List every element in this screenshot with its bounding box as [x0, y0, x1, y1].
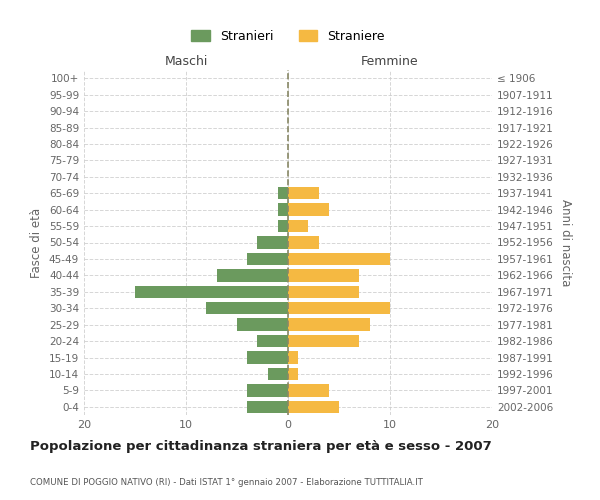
- Bar: [288, 335, 359, 347]
- Bar: [288, 204, 329, 216]
- Text: Maschi: Maschi: [164, 54, 208, 68]
- Bar: [247, 352, 288, 364]
- Bar: [278, 204, 288, 216]
- Bar: [257, 335, 288, 347]
- Bar: [237, 318, 288, 331]
- Bar: [247, 253, 288, 265]
- Bar: [278, 220, 288, 232]
- Bar: [288, 302, 390, 314]
- Bar: [288, 236, 319, 248]
- Bar: [257, 236, 288, 248]
- Bar: [288, 368, 298, 380]
- Bar: [288, 187, 319, 200]
- Bar: [288, 269, 359, 281]
- Bar: [288, 253, 390, 265]
- Y-axis label: Fasce di età: Fasce di età: [31, 208, 43, 278]
- Bar: [278, 187, 288, 200]
- Bar: [288, 384, 329, 396]
- Bar: [217, 269, 288, 281]
- Bar: [288, 400, 339, 413]
- Text: Femmine: Femmine: [361, 54, 419, 68]
- Text: Popolazione per cittadinanza straniera per età e sesso - 2007: Popolazione per cittadinanza straniera p…: [30, 440, 492, 453]
- Bar: [288, 352, 298, 364]
- Bar: [288, 318, 370, 331]
- Bar: [268, 368, 288, 380]
- Bar: [288, 286, 359, 298]
- Bar: [135, 286, 288, 298]
- Text: COMUNE DI POGGIO NATIVO (RI) - Dati ISTAT 1° gennaio 2007 - Elaborazione TUTTITA: COMUNE DI POGGIO NATIVO (RI) - Dati ISTA…: [30, 478, 423, 487]
- Bar: [247, 400, 288, 413]
- Bar: [247, 384, 288, 396]
- Y-axis label: Anni di nascita: Anni di nascita: [559, 199, 572, 286]
- Legend: Stranieri, Straniere: Stranieri, Straniere: [186, 24, 390, 48]
- Bar: [206, 302, 288, 314]
- Bar: [288, 220, 308, 232]
